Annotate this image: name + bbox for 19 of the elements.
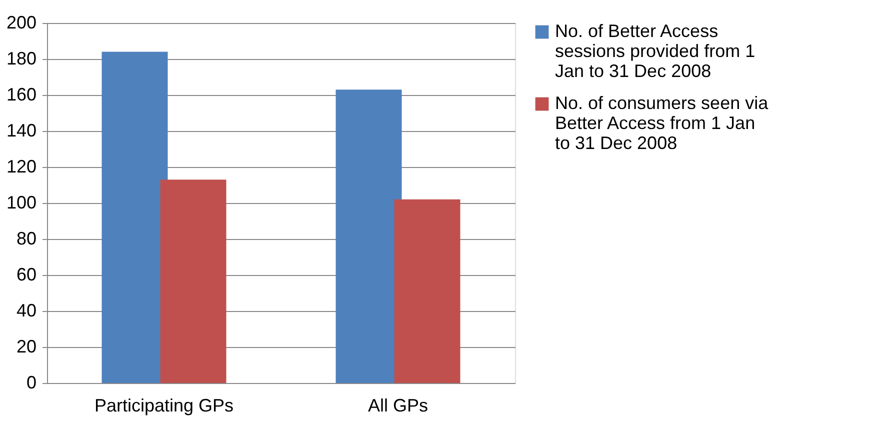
x-tick-label: All GPs: [368, 396, 428, 416]
y-tick-label: 100: [6, 192, 36, 212]
y-tick-label: 80: [16, 228, 36, 248]
y-tick-label: 180: [6, 48, 36, 68]
y-tick-label: 200: [6, 12, 36, 32]
y-tick-label: 140: [6, 120, 36, 140]
y-tick-label: 40: [16, 300, 36, 320]
bar: [394, 199, 460, 383]
legend-label: No. of consumers seen via Better Access from 1 Jan to 31 Dec 2008: [555, 93, 770, 153]
y-tick-label: 160: [6, 84, 36, 104]
y-tick-label: 0: [26, 372, 36, 392]
legend-label: No. of Better Access sessions provided from 1 Jan to 31 Dec 2008: [555, 21, 756, 81]
y-tick-label: 60: [16, 264, 36, 284]
bar: [102, 52, 168, 383]
bar: [336, 90, 402, 383]
y-tick-label: 20: [16, 336, 36, 356]
y-tick-label: 120: [6, 156, 36, 176]
bar: [160, 180, 226, 383]
x-tick-label: Participating GPs: [94, 396, 234, 416]
